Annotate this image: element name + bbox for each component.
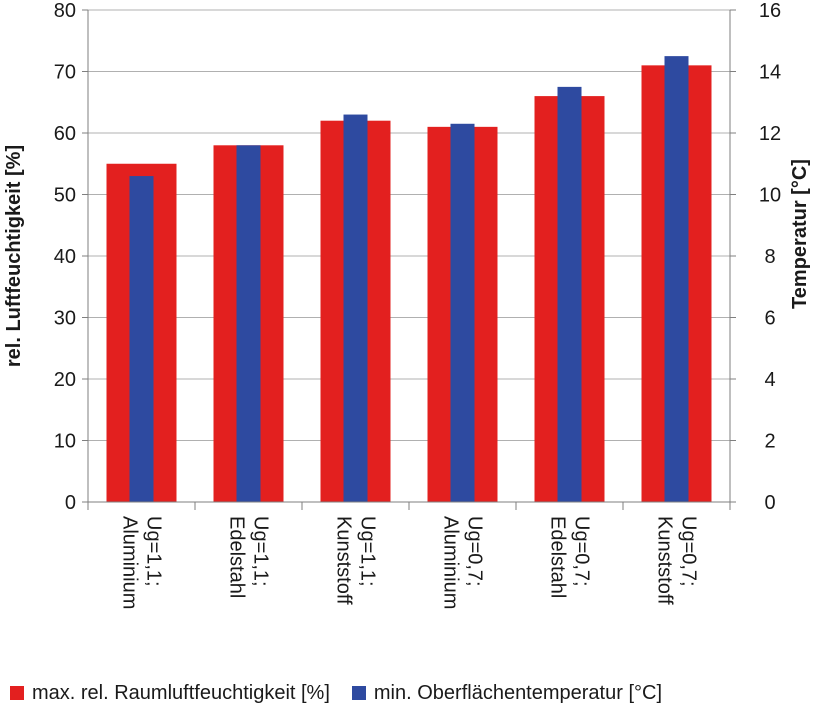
- gridlines: [88, 9, 730, 503]
- category-label: Ug=1,1;Edelstahl: [226, 516, 272, 598]
- right-axis-title: Temperatur [°C]: [789, 159, 811, 309]
- category-label-line2: Kunststoff: [654, 516, 676, 605]
- bar-temperature: [343, 114, 368, 503]
- left-tick-label: 0: [65, 492, 76, 514]
- right-tick-label: 6: [764, 308, 775, 330]
- category-label: Ug=0,7;Edelstahl: [547, 516, 593, 598]
- left-tick-labels: 0 10 20 30 40 50 60 70 80: [54, 0, 76, 514]
- right-tick-label: 4: [764, 369, 775, 391]
- right-tick-label: 8: [764, 246, 775, 268]
- legend: max. rel. Raumluftfeuchtigkeit [%] min. …: [10, 680, 684, 706]
- category-label-line2: Edelstahl: [226, 516, 248, 598]
- category-label-line2: Kunststoff: [333, 516, 355, 605]
- left-tick-label: 20: [54, 369, 76, 391]
- right-tick-label: 16: [759, 0, 781, 22]
- right-tick-label: 0: [764, 492, 775, 514]
- right-tick-label: 2: [764, 431, 775, 453]
- category-label: Ug=1,1;Kunststoff: [333, 516, 379, 605]
- left-tick-label: 80: [54, 0, 76, 22]
- bars: [106, 56, 712, 503]
- left-tick-label: 10: [54, 431, 76, 453]
- right-tick-label: 14: [759, 62, 781, 84]
- left-tick-label: 70: [54, 62, 76, 84]
- legend-label-humidity: max. rel. Raumluftfeuchtigkeit [%]: [32, 681, 330, 704]
- category-labels: Ug=1,1;Aluminium Ug=1,1;Edelstahl Ug=1,1;K…: [119, 516, 700, 609]
- category-label-line2: Edelstahl: [547, 516, 569, 598]
- left-tick-label: 60: [54, 123, 76, 145]
- right-tick-labels: 0 2 4 6 8 10 12 14 16: [759, 0, 781, 514]
- left-tick-label: 50: [54, 185, 76, 207]
- category-label: Ug=0,7;Kunststoff: [654, 516, 700, 605]
- right-tick-label: 12: [759, 123, 781, 145]
- category-label-line1: Ug=0,7;: [678, 516, 700, 587]
- category-label-line1: Ug=1,1;: [357, 516, 379, 587]
- legend-swatch-temperature: [351, 686, 366, 700]
- bar-temperature: [664, 56, 689, 502]
- bar-temperature: [129, 176, 154, 503]
- bar-temperature: [236, 145, 261, 503]
- axes: [82, 9, 736, 510]
- category-label-line2: Aluminium: [440, 516, 462, 609]
- category-label-line1: Ug=1,1;: [250, 516, 272, 587]
- right-tick-label: 10: [759, 185, 781, 207]
- bar-temperature: [450, 123, 475, 503]
- category-label: Ug=0,7;Aluminium: [440, 516, 486, 609]
- bar-temperature: [557, 86, 582, 502]
- left-axis-title: rel. Luftfeuchtigkeit [%]: [3, 145, 25, 367]
- category-label-line1: Ug=0,7;: [571, 516, 593, 587]
- legend-item-humidity: max. rel. Raumluftfeuchtigkeit [%]: [10, 682, 330, 705]
- legend-item-temperature: min. Oberflächentemperatur [°C]: [351, 681, 663, 705]
- category-label-line1: Ug=1,1;: [143, 516, 165, 587]
- category-label-line1: Ug=0,7;: [464, 516, 486, 587]
- legend-swatch-humidity: [10, 686, 24, 700]
- category-label: Ug=1,1;Aluminium: [119, 516, 165, 609]
- left-tick-label: 30: [54, 308, 76, 330]
- left-tick-label: 40: [54, 246, 76, 268]
- category-label-line2: Aluminium: [119, 516, 141, 609]
- legend-label-temperature: min. Oberflächentemperatur [°C]: [373, 681, 663, 704]
